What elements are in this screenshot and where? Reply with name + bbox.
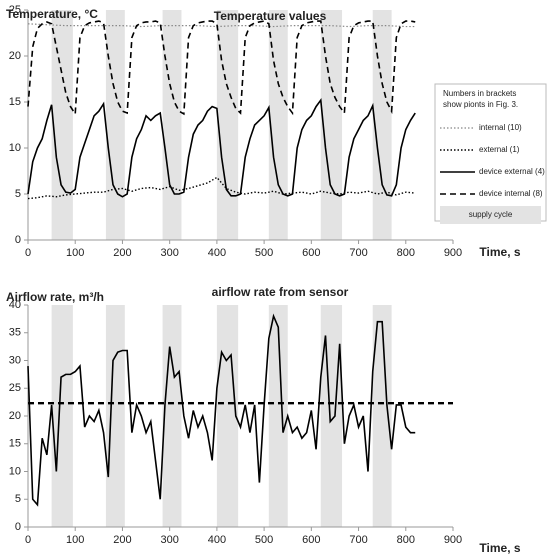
x-tick-label: 200 — [113, 247, 131, 259]
x-tick-label: 400 — [208, 534, 226, 546]
y-tick-label: 15 — [9, 96, 21, 108]
y-tick-label: 35 — [9, 327, 21, 339]
supply-cycle-band — [162, 305, 182, 527]
x-tick-label: 400 — [208, 247, 226, 259]
supply-cycle-band — [105, 10, 125, 240]
legend-note: Numbers in brackets — [443, 89, 516, 98]
x-tick-label: 800 — [397, 247, 415, 259]
y-axis-label: Airflow rate, m³/h — [6, 290, 104, 304]
x-axis-label: Time, s — [479, 245, 520, 259]
x-tick-label: 0 — [25, 534, 31, 546]
supply-cycle-band — [372, 10, 392, 240]
legend-label: device external (4) — [479, 167, 545, 176]
series-line — [27, 176, 416, 200]
x-tick-label: 600 — [302, 247, 320, 259]
x-tick-label: 900 — [444, 247, 462, 259]
supply-cycle-band — [320, 10, 343, 240]
y-tick-label: 0 — [15, 521, 21, 533]
y-tick-label: 40 — [9, 299, 21, 311]
y-tick-label: 25 — [9, 382, 21, 394]
supply-cycle-band — [372, 305, 392, 527]
legend-label: device internal (8) — [479, 189, 543, 198]
x-tick-label: 100 — [66, 534, 84, 546]
y-tick-label: 20 — [9, 50, 21, 62]
y-tick-label: 10 — [9, 465, 21, 477]
x-tick-label: 500 — [255, 534, 273, 546]
legend-label: supply cycle — [469, 210, 513, 219]
y-tick-label: 20 — [9, 410, 21, 422]
x-tick-label: 300 — [160, 534, 178, 546]
x-tick-label: 700 — [349, 247, 367, 259]
supply-cycle-band — [162, 10, 182, 240]
legend-box — [434, 83, 547, 222]
supply-cycle-band — [216, 305, 239, 527]
x-tick-label: 800 — [397, 534, 415, 546]
y-tick-label: 30 — [9, 354, 21, 366]
supply-cycle-band — [320, 305, 343, 527]
chart-title: airflow rate from sensor — [212, 285, 349, 299]
supply-cycle-band — [268, 305, 288, 527]
supply-cycle-band — [51, 305, 73, 527]
x-tick-label: 200 — [113, 534, 131, 546]
series-line — [27, 313, 416, 507]
x-axis-label: Time, s — [479, 541, 520, 555]
x-tick-label: 300 — [160, 247, 178, 259]
x-tick-label: 700 — [349, 534, 367, 546]
x-tick-label: 100 — [66, 247, 84, 259]
y-tick-label: 10 — [9, 142, 21, 154]
supply-cycle-band — [216, 10, 239, 240]
legend-label: external (1) — [479, 145, 520, 154]
x-tick-label: 600 — [302, 534, 320, 546]
legend-label: internal (10) — [479, 123, 522, 132]
legend-supply-swatch — [440, 206, 541, 224]
y-tick-label: 25 — [9, 4, 21, 16]
y-axis-label: Temperature, °C — [6, 7, 98, 21]
series-line — [27, 98, 416, 198]
y-tick-label: 0 — [15, 234, 21, 246]
supply-cycle-band — [51, 10, 73, 240]
chart-title: Temperature values — [214, 9, 327, 23]
supply-cycle-band — [105, 305, 125, 527]
y-tick-label: 5 — [15, 188, 21, 200]
supply-cycle-band — [268, 10, 288, 240]
x-tick-label: 0 — [25, 247, 31, 259]
y-tick-label: 5 — [15, 493, 21, 505]
y-tick-label: 15 — [9, 438, 21, 450]
x-tick-label: 500 — [255, 247, 273, 259]
legend-note: show pionts in Fig. 3. — [443, 100, 518, 109]
x-tick-label: 900 — [444, 534, 462, 546]
